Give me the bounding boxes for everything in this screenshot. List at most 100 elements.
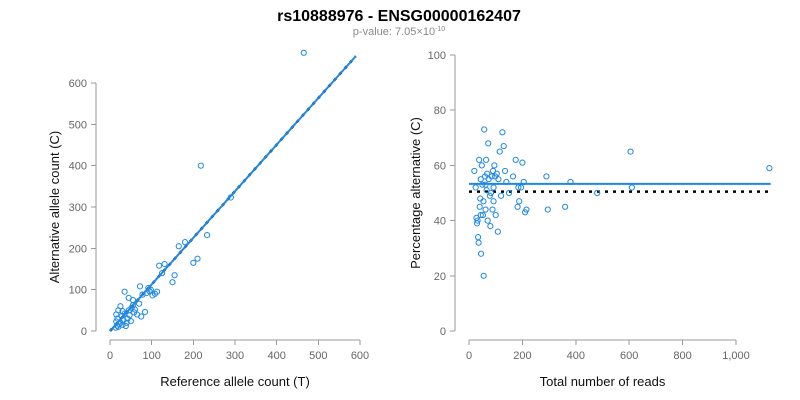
x-tick-label: 800: [673, 350, 691, 362]
data-point: [484, 217, 491, 224]
data-point: [514, 203, 521, 210]
data-point: [471, 167, 478, 175]
data-point: [477, 176, 484, 183]
data-point: [519, 159, 526, 166]
data-point: [227, 194, 234, 201]
y-tick-label: 0: [440, 326, 446, 338]
data-point: [479, 211, 486, 219]
data-point: [517, 184, 525, 191]
data-point: [766, 165, 773, 172]
data-point: [122, 322, 129, 330]
y-tick-label: 80: [434, 105, 446, 117]
data-point: [482, 206, 489, 213]
right-panel-percentage: 0 200 400 600 800 1,000 0 20 40 60 80 100 Total numb…: [408, 50, 773, 389]
y-tick-label: 20: [434, 271, 446, 283]
data-point: [147, 286, 154, 293]
data-point: [497, 192, 505, 199]
y-tick-label: 300: [69, 202, 87, 214]
data-point: [493, 170, 500, 177]
x-tick-label: 0: [466, 350, 472, 362]
data-point: [490, 184, 497, 191]
y-tick-label: 100: [69, 285, 87, 297]
data-point: [131, 306, 139, 313]
left-panel-allele-counts: 0 100 200 300 400 500 600 0 100 200 300 400 500 600 Re…: [47, 49, 369, 389]
data-point: [499, 129, 506, 136]
data-point: [480, 272, 487, 279]
data-point: [473, 220, 481, 227]
data-point: [161, 260, 168, 268]
data-point: [158, 270, 166, 277]
data-point: [487, 223, 494, 230]
data-point: [474, 234, 482, 241]
data-point: [116, 320, 123, 328]
y-tick-label: 400: [69, 161, 87, 173]
data-point: [146, 288, 153, 295]
data-point: [129, 296, 137, 304]
data-point: [491, 162, 498, 169]
data-point: [494, 228, 501, 235]
data-point: [489, 206, 496, 213]
data-point: [594, 189, 601, 197]
data-point: [141, 308, 149, 316]
data-point: [516, 198, 523, 205]
data-point: [488, 173, 495, 180]
x-axis-title: Total number of reads: [540, 374, 666, 389]
chart-subtitle: p-value: 7.05×10-10: [353, 26, 445, 38]
data-point: [480, 198, 487, 205]
data-point: [190, 259, 197, 266]
data-point: [203, 232, 211, 239]
data-point: [126, 312, 133, 319]
data-point: [153, 288, 161, 295]
data-point: [543, 173, 550, 180]
x-tick-label: 200: [184, 350, 202, 362]
data-point: [490, 198, 497, 205]
data-point: [194, 255, 201, 262]
x-tick-label: 200: [513, 350, 531, 362]
x-tick-label: 500: [309, 350, 327, 362]
y-tick-label: 40: [434, 216, 446, 228]
y-axis-title: Alternative allele count (C): [47, 131, 62, 283]
data-point: [171, 272, 178, 279]
data-point: [482, 181, 489, 188]
data-point: [515, 184, 522, 191]
data-point: [197, 162, 204, 169]
x-tick-label: 0: [107, 350, 113, 362]
data-point: [476, 203, 483, 210]
data-point: [472, 184, 479, 191]
data-point: [495, 176, 502, 183]
y-tick-label: 200: [69, 243, 87, 255]
data-point: [117, 303, 124, 310]
data-point: [474, 217, 481, 224]
x-tick-label: 1,000: [722, 350, 750, 362]
data-point: [501, 167, 509, 175]
x-tick-label: 400: [267, 350, 285, 362]
data-point: [127, 317, 134, 325]
chart-title: rs10888976 - ENSG00000162407: [277, 8, 521, 25]
y-tick-label: 0: [81, 326, 87, 338]
x-tick-label: 600: [620, 350, 638, 362]
data-point: [492, 211, 499, 219]
data-point: [512, 156, 519, 163]
p-value-exponent: -10: [435, 26, 445, 33]
data-point: [503, 178, 510, 186]
data-point: [477, 250, 485, 257]
data-point: [509, 173, 517, 180]
data-point: [485, 140, 492, 147]
data-point: [628, 184, 635, 191]
data-point: [481, 126, 488, 133]
x-tick-label: 400: [567, 350, 585, 362]
y-tick-label: 500: [69, 119, 87, 131]
x-axis-title: Reference allele count (T): [160, 374, 310, 389]
data-point: [181, 239, 189, 246]
p-value-text: p-value: 7.05×10: [353, 26, 435, 38]
data-point: [562, 203, 569, 210]
data-point: [483, 187, 490, 194]
data-point: [479, 181, 486, 188]
data-point: [520, 178, 527, 186]
data-point: [486, 192, 493, 199]
data-point: [475, 239, 482, 246]
y-tick-label: 600: [69, 78, 87, 90]
data-point: [496, 148, 503, 155]
x-tick-label: 600: [351, 350, 369, 362]
